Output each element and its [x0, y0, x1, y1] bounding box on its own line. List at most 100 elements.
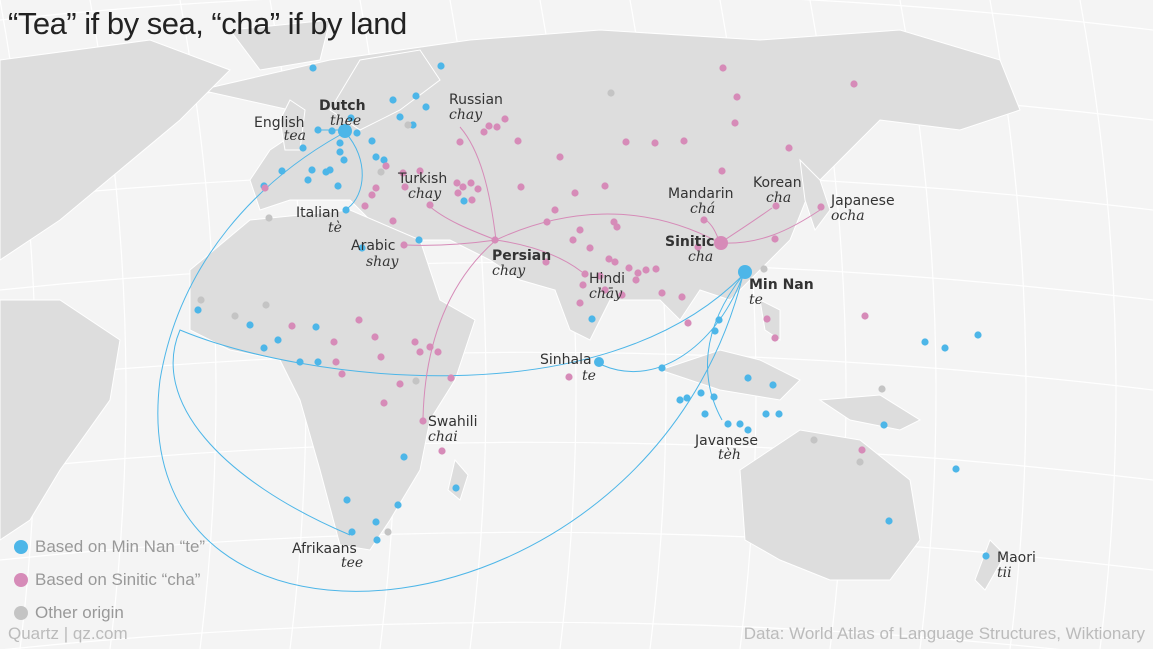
- language-dot-other: [197, 296, 205, 304]
- language-dot-other: [404, 121, 412, 129]
- legend-item-te: Based on Min Nan “te”: [14, 530, 205, 563]
- language-dot-te: [952, 465, 960, 473]
- language-dot-cha: [501, 115, 509, 123]
- language-dot-cha: [330, 338, 338, 346]
- language-dot-cha: [288, 322, 296, 330]
- language-dot-cha: [576, 226, 584, 234]
- language-dot-te: [389, 96, 397, 104]
- arrow-persian-to-turkish: [427, 204, 497, 241]
- land-japan: [799, 158, 831, 232]
- language-dot-cha: [514, 137, 522, 145]
- language-dot-te: [711, 327, 719, 335]
- arrow-minnan-to-javanese: [707, 274, 744, 421]
- language-dot-te: [400, 453, 408, 461]
- borrowing-arrows: [157, 126, 821, 592]
- language-dot-te: [588, 315, 596, 323]
- label-persian: Persian: [492, 248, 551, 264]
- language-dot-cha: [714, 236, 728, 250]
- language-dot-te: [353, 129, 361, 137]
- language-dot-other: [878, 385, 886, 393]
- arrow-persian-to-arabic: [405, 239, 497, 246]
- language-dot-te: [373, 536, 381, 544]
- label-russian: Russian: [449, 92, 503, 108]
- language-dot-cha: [771, 334, 779, 342]
- language-dot-te: [744, 426, 752, 434]
- language-dot-te: [941, 344, 949, 352]
- language-dot-cha: [579, 281, 587, 289]
- word-javanese: tèh: [718, 447, 741, 463]
- legend-swatch-te: [14, 539, 28, 554]
- language-dot-cha: [858, 446, 866, 454]
- word-korean: cha: [766, 190, 791, 206]
- language-dot-te: [880, 421, 888, 429]
- language-dot-cha: [763, 315, 771, 323]
- language-dot-te: [769, 381, 777, 389]
- graticule-line: [0, 441, 1153, 481]
- language-dot-cha: [416, 348, 424, 356]
- language-dot-cha: [468, 196, 476, 204]
- language-dot-cha: [571, 189, 579, 197]
- language-dot-cha: [542, 258, 550, 266]
- language-dot-te: [347, 114, 355, 122]
- language-dot-te: [701, 410, 709, 418]
- legend-item-cha: Based on Sinitic “cha”: [14, 563, 205, 596]
- language-dot-te: [422, 103, 430, 111]
- land-eurasia: [199, 29, 1021, 341]
- language-dot-te: [460, 197, 468, 205]
- legend-item-other: Other origin: [14, 596, 205, 629]
- legend-label: Based on Min Nan “te”: [35, 536, 206, 556]
- language-dot-te: [274, 336, 282, 344]
- label-italian: Italian: [296, 205, 339, 221]
- language-dot-cha: [733, 93, 741, 101]
- language-dot-cha: [355, 316, 363, 324]
- language-dot-other: [231, 312, 239, 320]
- language-dot-cha: [652, 265, 660, 273]
- language-dot-cha: [565, 373, 573, 381]
- land-americas: [0, 39, 231, 541]
- language-dot-te: [715, 316, 723, 324]
- graticule-line: [0, 351, 1153, 391]
- language-dot-cha: [467, 179, 475, 187]
- label-dutch: Dutch: [319, 98, 366, 114]
- arrow-minnan-to-dutch: [157, 134, 744, 592]
- word-persian: chay: [492, 263, 526, 279]
- legend-swatch-other: [14, 605, 28, 620]
- graticule-line: [0, 0, 1153, 31]
- label-afrikaans: Afrikaans: [292, 541, 357, 557]
- legend-label: Based on Sinitic “cha”: [35, 569, 201, 589]
- arrow-minnan-to-sinhala: [601, 274, 744, 372]
- arrow-sinitic-to-japanese: [719, 209, 821, 244]
- language-dot-cha: [694, 243, 702, 251]
- language-dot-cha: [625, 264, 633, 272]
- word-maori: tii: [997, 565, 1012, 581]
- language-dot-cha: [491, 236, 499, 244]
- graticule-line: [1079, 0, 1117, 649]
- language-dot-te: [358, 244, 366, 252]
- label-maori: Maori: [997, 550, 1036, 566]
- language-dot-cha: [850, 80, 858, 88]
- language-dot-cha: [551, 206, 559, 214]
- language-dot-cha: [680, 137, 688, 145]
- language-dot-te: [697, 389, 705, 397]
- language-dot-other: [384, 528, 392, 536]
- language-dot-cha: [632, 276, 640, 284]
- language-dot-cha: [261, 184, 269, 192]
- language-dot-cha: [772, 202, 780, 210]
- language-dot-cha: [426, 201, 434, 209]
- language-dot-te: [710, 393, 718, 401]
- language-dot-other: [607, 89, 615, 97]
- language-dot-cha: [771, 235, 779, 243]
- language-dot-te: [246, 321, 254, 329]
- language-dot-cha: [485, 122, 493, 130]
- language-dot-te: [296, 358, 304, 366]
- language-dot-te: [304, 176, 312, 184]
- label-mandarin: Mandarin: [668, 186, 734, 202]
- language-dot-cha: [377, 353, 385, 361]
- language-dot-cha: [438, 447, 446, 455]
- language-dot-cha: [380, 399, 388, 407]
- language-dot-te: [762, 410, 770, 418]
- landmasses: [0, 19, 1021, 591]
- language-dot-te: [336, 148, 344, 156]
- language-dot-te: [683, 394, 691, 402]
- language-dot-te: [676, 396, 684, 404]
